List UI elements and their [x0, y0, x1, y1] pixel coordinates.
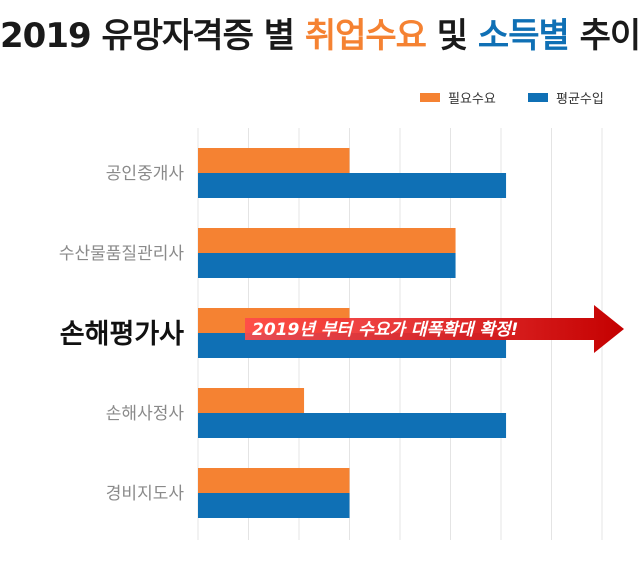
- bar: [198, 493, 350, 518]
- title-mid: 및: [436, 16, 468, 56]
- legend-swatch: [528, 93, 548, 102]
- category-label: 손해사정사: [106, 404, 185, 424]
- category-label: 공인중개사: [106, 164, 185, 184]
- legend-label: 평균수입: [556, 92, 604, 107]
- bar: [198, 148, 350, 173]
- annotation-text: 2019년 부터 수요가 대폭확대 확정!: [252, 320, 518, 340]
- chart-title: 2019 유망자격증 별 취업수요 및 소득별 추이: [0, 8, 640, 57]
- title-accent-income: 소득별: [477, 16, 570, 56]
- category-label: 경비지도사: [106, 484, 185, 504]
- category-label: 수산물품질관리사: [59, 244, 184, 264]
- annotation: 2019년 부터 수요가 대폭확대 확정!: [245, 305, 624, 353]
- bar: [198, 228, 456, 253]
- bar: [198, 388, 305, 413]
- bar: [198, 468, 350, 493]
- bar: [198, 173, 507, 198]
- bar: [198, 253, 456, 278]
- title-part2: 추이: [579, 16, 640, 56]
- category-label: 손해평가사: [60, 319, 184, 350]
- legend-label: 필요수요: [448, 92, 496, 107]
- title-part1: 2019 유망자격증 별: [0, 16, 295, 56]
- legend: 필요수요 평균수입: [420, 92, 604, 107]
- bar: [198, 413, 507, 438]
- title-accent-demand: 취업수요: [304, 16, 427, 56]
- legend-swatch: [420, 93, 440, 102]
- annotation-arrow: [245, 305, 624, 353]
